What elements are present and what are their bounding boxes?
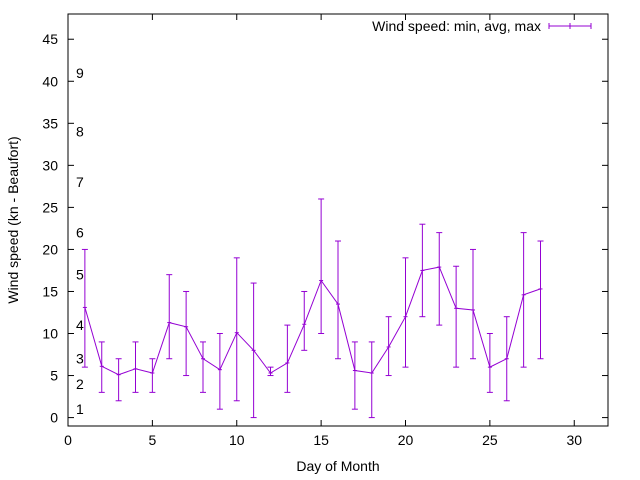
x-tick-label: 0: [64, 432, 72, 448]
y-tick-label: 45: [42, 31, 58, 47]
y-axis-label: Wind speed (kn - Beaufort): [5, 136, 21, 303]
series-line: [84, 266, 541, 376]
legend-sample: [548, 23, 592, 29]
beaufort-label: 3: [76, 351, 84, 367]
y-tick-label: 15: [42, 283, 58, 299]
y-tick-label: 10: [42, 326, 58, 342]
x-tick-label: 30: [566, 432, 582, 448]
y-tick-label: 5: [50, 368, 58, 384]
x-tick-label: 25: [482, 432, 498, 448]
beaufort-label: 9: [76, 65, 84, 81]
beaufort-label: 4: [76, 317, 84, 333]
y-tick-label: 0: [50, 410, 58, 426]
y-tick-label: 20: [42, 241, 58, 257]
y-tick-label: 35: [42, 115, 58, 131]
x-tick-label: 10: [229, 432, 245, 448]
x-tick-label: 15: [313, 432, 329, 448]
y-tick-label: 25: [42, 199, 58, 215]
beaufort-scale-labels: 1 2 3 4 5 6 7 8 9: [76, 65, 84, 417]
beaufort-label: 7: [76, 174, 84, 190]
beaufort-label: 5: [76, 267, 84, 283]
y-tick-label: 30: [42, 157, 58, 173]
series-wind-speed: [81, 198, 544, 419]
x-axis-label: Day of Month: [296, 458, 379, 474]
x-axis-ticks: 0 5 10 15 20 25 30: [64, 14, 582, 448]
legend: Wind speed: min, avg, max: [372, 18, 592, 34]
beaufort-label: 8: [76, 124, 84, 140]
y-tick-label: 40: [42, 73, 58, 89]
legend-label: Wind speed: min, avg, max: [372, 18, 541, 34]
plot-frame: [67, 13, 609, 427]
x-tick-label: 5: [148, 432, 156, 448]
beaufort-label: 6: [76, 225, 84, 241]
x-tick-label: 20: [398, 432, 414, 448]
beaufort-label: 1: [76, 401, 84, 417]
beaufort-label: 2: [76, 376, 84, 392]
